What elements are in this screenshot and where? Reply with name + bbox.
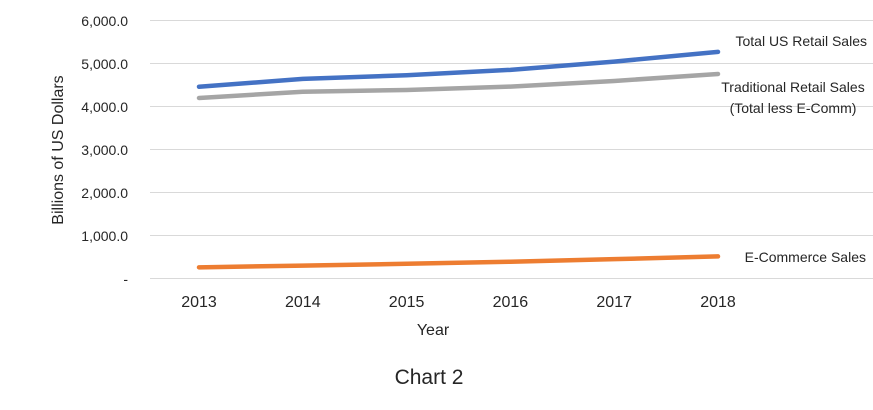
x-tick-label: 2015 bbox=[388, 294, 425, 311]
y-tick-label: 2,000.0 bbox=[81, 184, 128, 201]
chart-title: Chart 2 bbox=[394, 366, 464, 389]
y-axis-title: Billions of US Dollars bbox=[50, 75, 67, 225]
series-line-1 bbox=[196, 71, 721, 101]
series-line-2 bbox=[196, 254, 721, 270]
x-tick-label: 2013 bbox=[181, 294, 217, 311]
y-tick-label: 4,000.0 bbox=[81, 98, 128, 115]
x-axis-title: Year bbox=[416, 322, 450, 339]
y-tick-label: 3,000.0 bbox=[81, 141, 128, 158]
y-tick-label: 6,000.0 bbox=[81, 12, 128, 29]
series-label-total-us-retail-sales: Total US Retail Sales bbox=[735, 33, 867, 49]
y-tick-label: 1,000.0 bbox=[81, 227, 128, 244]
x-tick-label: 2017 bbox=[596, 294, 632, 311]
x-tick-label: 2016 bbox=[492, 294, 529, 311]
series-label-e-commerce-sales: E-Commerce Sales bbox=[744, 249, 866, 265]
y-tick-label: - bbox=[123, 270, 128, 287]
x-tick-label: 2018 bbox=[700, 294, 736, 311]
series-label-traditional-retail-sales: Traditional Retail Sales (Total less E-C… bbox=[721, 79, 865, 116]
x-tick-label: 2014 bbox=[285, 294, 321, 311]
series-line-0 bbox=[196, 49, 721, 90]
y-tick-label: 5,000.0 bbox=[81, 55, 128, 72]
